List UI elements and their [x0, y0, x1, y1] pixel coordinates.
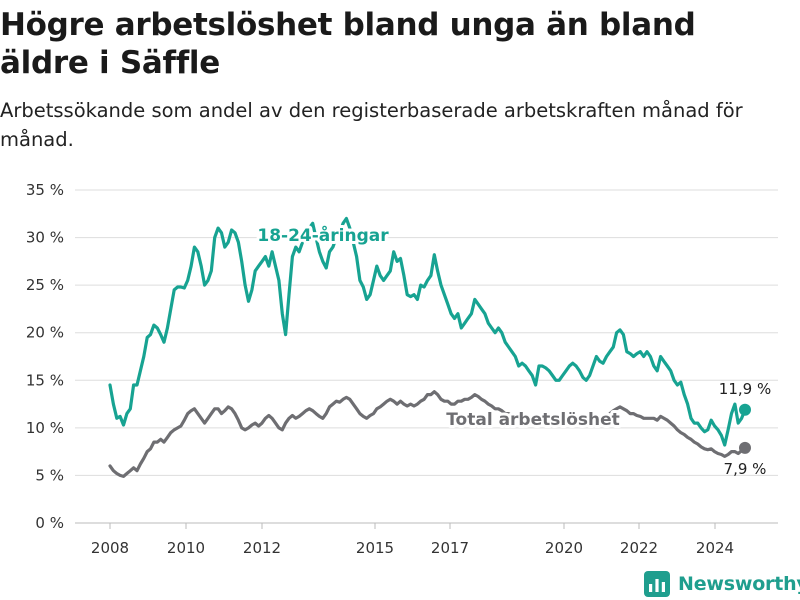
series-line-total — [108, 390, 747, 478]
series-label-total: Total arbetslöshet — [446, 410, 620, 430]
y-tick-label: 35 % — [26, 181, 64, 199]
end-value-label-total: 7,9 % — [724, 460, 767, 478]
chart-title: Högre arbetslöshet bland unga än bland ä… — [0, 7, 696, 81]
end-value-label-youth: 11,9 % — [719, 380, 771, 398]
series-label-youth: 18-24-åringar — [257, 224, 389, 246]
series-label-halo-youth: 18-24-åringar — [257, 224, 389, 246]
chart-subtitle: Arbetssökande som andel av den registerb… — [0, 99, 743, 151]
x-tick-label: 2008 — [91, 539, 129, 557]
x-tick-label: 2024 — [696, 539, 734, 557]
brand-logo: Newsworthy — [644, 570, 800, 598]
series-end-dot-youth — [739, 403, 751, 416]
x-tick-label: 2022 — [620, 539, 658, 557]
x-tick-label: 2010 — [167, 539, 205, 557]
x-tick-label: 2015 — [356, 539, 394, 557]
y-tick-label: 5 % — [35, 466, 64, 484]
y-tick-label: 15 % — [26, 371, 64, 389]
x-tick-label: 2020 — [545, 539, 583, 557]
y-tick-label: 30 % — [26, 229, 64, 247]
y-tick-label: 10 % — [26, 419, 64, 437]
newsworthy-logo-icon — [644, 571, 670, 597]
x-tick-label: 2017 — [431, 539, 469, 557]
y-tick-label: 25 % — [26, 276, 64, 294]
y-tick-label: 20 % — [26, 324, 64, 342]
series-end-dot-total — [739, 441, 751, 454]
brand-name: Newsworthy — [678, 573, 800, 595]
series-line-youth — [108, 216, 747, 447]
series-label-halo-total: Total arbetslöshet — [446, 410, 620, 430]
x-tick-label: 2012 — [243, 539, 281, 557]
y-tick-label: 0 % — [35, 514, 64, 532]
